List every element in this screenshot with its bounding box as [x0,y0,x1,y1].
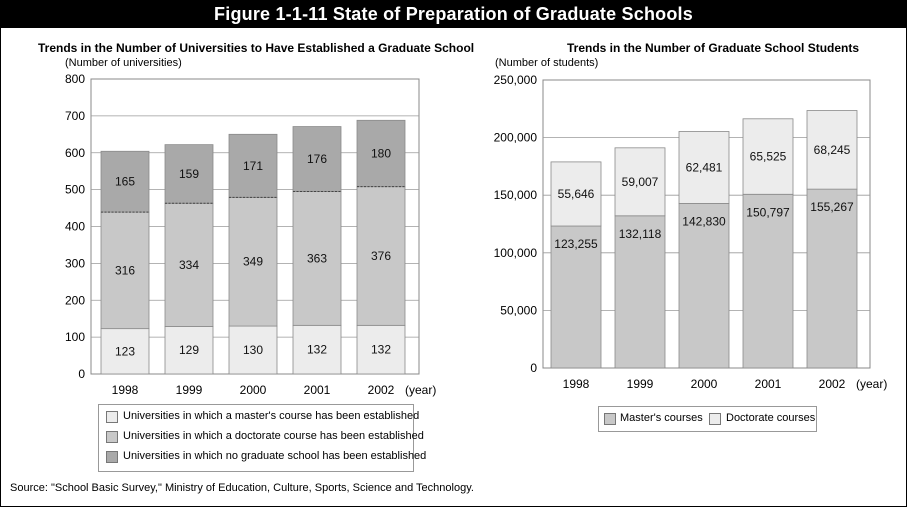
left-legend: Universities in which a master's course … [98,404,426,472]
legend-label-no-graduate-school: Universities in which no graduate school… [123,450,427,462]
right-xtick-label: 1999 [627,377,654,391]
left-data-label: 180 [371,146,391,160]
left-data-label: 316 [115,263,135,277]
right-xtick-label: 2000 [691,377,718,391]
left-ytick-label: 400 [65,220,85,234]
right-bar-1999-series-1 [614,147,666,217]
left-xlabel: (year) [405,383,436,397]
left-data-label: 123 [115,344,135,358]
right-data-label: 62,481 [686,160,723,174]
right-bar-2002-series-0 [806,188,858,369]
left-bar-2002-series-0 [356,324,406,375]
left-data-label: 130 [243,343,263,357]
legend-label-masters-universities: Universities in which a master's course … [123,410,420,422]
left-ytick-label: 700 [65,109,85,123]
right-ytick-label: 150,000 [494,188,538,202]
right-data-label: 132,118 [619,227,662,241]
right-xtick-label: 1998 [563,377,590,391]
right-chart-ylabel: (Number of students) [495,57,599,69]
left-data-label: 165 [115,175,135,189]
right-xtick-label: 2001 [755,377,782,391]
right-bar-1998-series-0 [550,225,602,369]
left-bar-2002-series-2 [356,119,406,188]
right-bar-2001-series-0 [742,193,794,369]
left-ytick-label: 500 [65,183,85,197]
right-legend: Master's courses Doctorate courses [598,406,817,432]
left-xtick-label: 2000 [240,383,267,397]
left-chart-ylabel: (Number of universities) [65,57,182,69]
legend-swatch-doctorate-universities [106,431,118,443]
left-ytick-label: 300 [65,256,85,270]
left-data-label: 159 [179,167,199,181]
left-chart-title: Trends in the Number of Universities to … [38,41,475,55]
right-data-label: 142,830 [682,214,726,228]
figure-title: Figure 1-1-11 State of Preparation of Gr… [1,1,906,28]
right-ytick-label: 50,000 [500,303,537,317]
right-bar-2000-series-1 [678,131,730,204]
right-xlabel: (year) [856,377,887,391]
left-ytick-label: 200 [65,293,85,307]
left-xtick-label: 2001 [304,383,331,397]
left-bar-1999-series-2 [164,144,214,204]
left-bar-2000-series-0 [228,325,278,375]
right-chart-title: Trends in the Number of Graduate School … [567,41,860,55]
right-ytick-label: 100,000 [494,246,538,260]
right-xtick-label: 2002 [819,377,846,391]
left-bar-2001-series-0 [292,324,342,375]
left-data-label: 176 [307,152,327,166]
right-ytick-label: 200,000 [494,131,538,145]
legend-label-masters-courses: Master's courses [620,412,703,424]
right-data-label: 65,525 [750,150,787,164]
left-data-label: 132 [307,343,327,357]
source-note: Source: "School Basic Survey," Ministry … [10,482,474,494]
left-bar-2001-series-2 [292,126,342,192]
right-ytick-label: 250,000 [494,73,538,87]
left-data-label: 349 [243,255,263,269]
left-bar-2000-series-2 [228,133,278,198]
left-xtick-label: 1998 [112,383,139,397]
right-bar-1998-series-1 [550,161,602,227]
right-bar-2000-series-0 [678,203,730,369]
left-bar-2002-series-1 [356,186,406,326]
left-ytick-label: 100 [65,330,85,344]
left-bar-2001-series-1 [292,191,342,326]
legend-label-doctorate-courses: Doctorate courses [726,412,816,424]
left-ytick-label: 0 [78,367,85,381]
left-bar-2000-series-1 [228,196,278,327]
left-bar-1999-series-0 [164,326,214,375]
left-bar-1998-series-2 [100,150,150,213]
left-data-label: 132 [371,343,391,357]
left-data-label: 363 [307,251,327,265]
left-data-label: 171 [243,159,263,173]
legend-swatch-doctorate-courses [709,413,721,425]
left-xtick-label: 1999 [176,383,203,397]
left-bar-1998-series-0 [100,328,150,375]
legend-label-doctorate-universities: Universities in which a doctorate course… [123,430,424,442]
right-ytick-label: 0 [530,361,537,375]
right-bar-2002-series-1 [806,110,858,190]
legend-swatch-no-graduate-school [106,451,118,463]
right-bar-2001-series-1 [742,118,794,195]
right-data-label: 150,797 [746,205,790,219]
left-xtick-label: 2002 [368,383,395,397]
left-bar-1999-series-1 [164,202,214,327]
right-data-label: 59,007 [622,175,659,189]
right-data-label: 68,245 [814,143,851,157]
legend-swatch-masters-universities [106,411,118,423]
left-bar-1998-series-1 [100,211,150,330]
legend-swatch-masters-courses [604,413,616,425]
left-ytick-label: 600 [65,146,85,160]
left-data-label: 334 [179,258,199,272]
left-data-label: 376 [371,249,391,263]
left-ytick-label: 800 [65,72,85,86]
right-data-label: 123,255 [554,237,598,251]
right-data-label: 55,646 [558,187,595,201]
left-data-label: 129 [179,343,199,357]
right-data-label: 155,267 [810,200,854,214]
